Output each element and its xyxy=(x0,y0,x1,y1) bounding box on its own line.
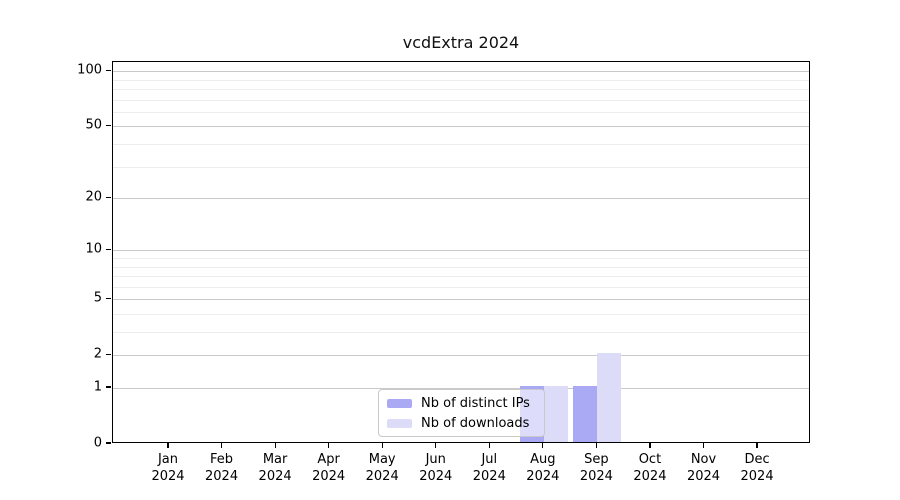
y-axis-tick xyxy=(106,248,111,250)
legend-label-downloads: Nb of downloads xyxy=(421,415,530,431)
gridline-minor xyxy=(113,89,809,91)
y-axis-tick xyxy=(106,353,111,355)
legend: Nb of distinct IPs Nb of downloads xyxy=(378,389,545,437)
gridline-major xyxy=(113,71,809,73)
bar-downloads xyxy=(543,386,568,442)
x-axis-tick-label: Apr 2024 xyxy=(312,452,346,484)
y-axis-tick-label: 100 xyxy=(77,62,102,78)
gridline-minor xyxy=(113,144,809,146)
gridline-minor xyxy=(113,166,809,168)
x-axis-tick xyxy=(167,443,169,448)
x-axis-tick-label: Jul 2024 xyxy=(472,452,506,484)
legend-swatch-distinct-ips xyxy=(387,398,412,408)
y-axis-tick xyxy=(106,124,111,127)
y-axis-tick xyxy=(106,69,111,71)
y-axis-tick xyxy=(106,442,111,444)
gridline-minor xyxy=(113,276,809,278)
chart-title: vcdExtra 2024 xyxy=(402,33,520,52)
y-axis-tick-label: 10 xyxy=(85,241,102,257)
legend-entry-distinct-ips: Nb of distinct IPs xyxy=(387,396,536,411)
legend-entry-downloads: Nb of downloads xyxy=(387,416,536,431)
gridline-minor xyxy=(113,79,809,81)
y-axis-tick-label: 1 xyxy=(93,379,102,395)
gridline-minor xyxy=(113,286,809,288)
y-axis-tick-label: 50 xyxy=(85,117,102,133)
gridline-minor xyxy=(113,266,809,268)
x-axis-tick xyxy=(220,443,223,448)
y-axis-tick xyxy=(106,196,111,198)
bar-distinct-ips xyxy=(573,386,598,442)
gridline-major xyxy=(113,355,809,357)
y-axis-tick-label: 2 xyxy=(93,346,102,362)
x-axis-tick-label: Aug 2024 xyxy=(526,452,560,484)
y-axis-tick-label: 0 xyxy=(93,435,102,451)
x-axis-tick xyxy=(274,443,276,448)
x-axis-tick xyxy=(435,443,437,448)
x-axis-tick xyxy=(328,443,330,448)
gridline-major xyxy=(113,299,809,301)
x-axis-tick-label: Nov 2024 xyxy=(686,452,721,484)
x-axis-tick xyxy=(381,443,383,448)
gridline-minor xyxy=(113,314,809,316)
gridline-minor xyxy=(113,99,809,101)
x-axis-tick-label: Mar 2024 xyxy=(258,452,292,484)
x-axis-tick xyxy=(756,443,758,448)
gridline-minor xyxy=(113,332,809,334)
x-axis-tick xyxy=(702,443,705,448)
x-axis-tick-label: May 2024 xyxy=(365,452,399,484)
y-axis-tick xyxy=(106,297,111,299)
x-axis-tick-label: Feb 2024 xyxy=(205,452,239,484)
x-axis-tick xyxy=(595,443,597,448)
gridline-major xyxy=(113,388,809,390)
x-axis-tick xyxy=(488,443,490,448)
legend-swatch-downloads xyxy=(387,418,412,428)
x-axis-tick xyxy=(542,443,544,448)
gridline-major xyxy=(113,198,809,200)
y-axis-tick xyxy=(106,386,111,388)
x-axis-tick xyxy=(649,443,651,448)
gridline-major xyxy=(113,250,809,252)
x-axis-tick-label: Jan 2024 xyxy=(151,452,185,484)
plot-area xyxy=(112,61,810,443)
y-axis-tick-label: 5 xyxy=(93,290,102,306)
x-axis-tick-label: Dec 2024 xyxy=(740,452,774,484)
gridline-major xyxy=(113,126,809,128)
gridline-minor xyxy=(113,258,809,260)
legend-label-distinct-ips: Nb of distinct IPs xyxy=(421,395,530,411)
bar-downloads xyxy=(597,353,622,442)
gridline-minor xyxy=(113,112,809,114)
x-axis-tick-label: Sep 2024 xyxy=(579,452,613,484)
x-axis-tick-label: Jun 2024 xyxy=(419,452,453,484)
y-axis-tick-label: 20 xyxy=(85,189,102,205)
x-axis-tick-label: Oct 2024 xyxy=(633,452,667,484)
